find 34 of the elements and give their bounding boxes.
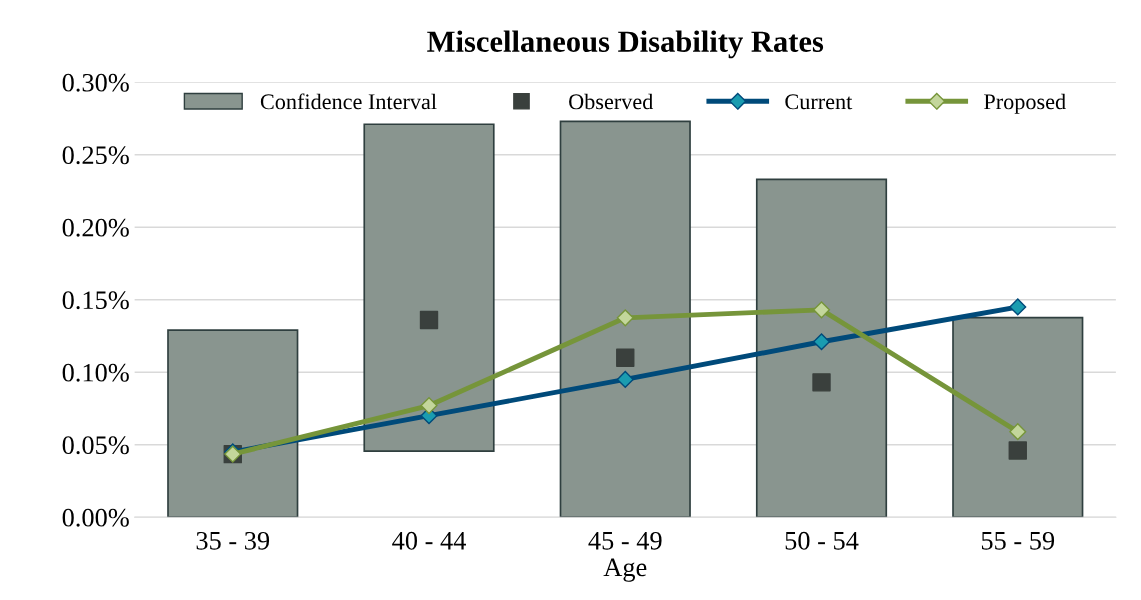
point (616, 348, 635, 367)
point (419, 310, 439, 330)
bar (167, 329, 299, 518)
point (616, 309, 634, 327)
x-tick-label: 40 - 44 (392, 531, 466, 550)
y-tick-label: 0.10% (62, 363, 129, 382)
y-tick-label: 0.20% (62, 218, 129, 237)
x-tick-label: 55 - 59 (981, 531, 1055, 550)
x-tick-label: 50 - 54 (785, 531, 859, 550)
y-tick-label: 0.25% (62, 146, 129, 165)
legend-label: Current (785, 94, 853, 110)
point (616, 370, 634, 389)
y-tick-label: 0.00% (62, 508, 129, 527)
bar (755, 178, 888, 518)
point (812, 333, 831, 351)
y-tick-label: 0.30% (62, 73, 129, 92)
legend-label: Observed (569, 93, 654, 110)
x-tick-label: 45 - 49 (588, 531, 662, 550)
point (1008, 441, 1027, 460)
point (812, 301, 831, 319)
x-tick-label: 35 - 39 (196, 531, 270, 550)
bar (559, 120, 691, 518)
point (1009, 298, 1027, 316)
y-tick-label: 0.15% (62, 291, 129, 310)
point (1009, 423, 1027, 441)
point (812, 373, 831, 392)
legend-label: Confidence Interval (260, 93, 437, 110)
point (420, 396, 438, 415)
bar (952, 316, 1084, 518)
chart-title: Miscellaneous Disability Rates (427, 30, 824, 59)
bar (363, 123, 495, 452)
y-tick-label: 0.05% (62, 436, 129, 455)
x-axis-title: Age (603, 558, 647, 582)
legend-label: Proposed (984, 93, 1066, 114)
